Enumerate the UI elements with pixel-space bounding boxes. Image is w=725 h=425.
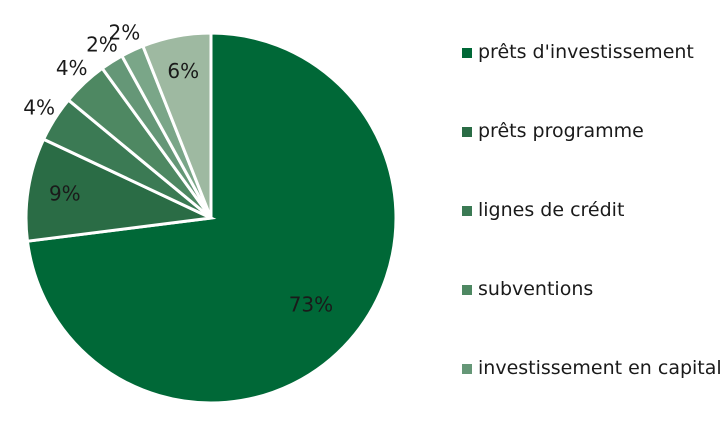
legend-swatch: [462, 206, 472, 216]
data-label: 2%: [86, 33, 118, 57]
data-label: 4%: [23, 95, 55, 119]
legend-label: investissement en capital: [478, 357, 722, 379]
data-label: 4%: [56, 56, 88, 80]
pie-slice: [140, 31, 213, 219]
data-label: 73%: [289, 293, 333, 317]
data-label: 9%: [49, 181, 81, 205]
legend: prêts d'investissement prêts programme lig…: [462, 40, 722, 425]
legend-item: investissement en capital: [462, 356, 722, 425]
legend-item: subventions: [462, 277, 722, 356]
legend-item: prêts programme: [462, 119, 722, 198]
legend-swatch: [462, 364, 472, 374]
pie-slice: [24, 137, 217, 243]
legend-swatch: [462, 285, 472, 295]
legend-item: prêts d'investissement: [462, 40, 722, 119]
legend-label: prêts d'investissement: [478, 41, 694, 63]
legend-swatch: [462, 127, 472, 137]
legend-label: prêts programme: [478, 120, 644, 142]
legend-label: subventions: [478, 278, 594, 300]
legend-item: lignes de crédit: [462, 198, 722, 277]
legend-label: lignes de crédit: [478, 199, 625, 221]
legend-swatch: [462, 48, 472, 58]
pie: 73%9%4%4%2%2%6%: [23, 20, 398, 405]
data-label: 6%: [167, 59, 199, 83]
data-label: 2%: [108, 20, 140, 44]
